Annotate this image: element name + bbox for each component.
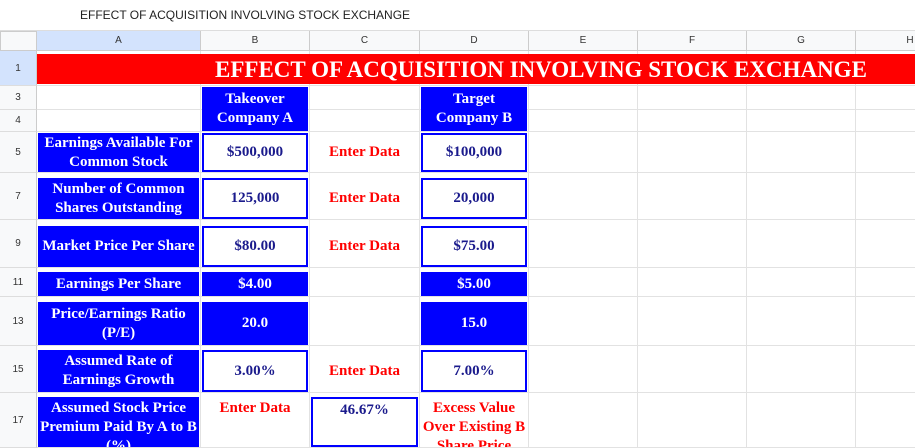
cell: 3.00%	[202, 350, 308, 392]
cell: $5.00	[421, 272, 527, 296]
cell: Takeover Company A	[202, 87, 308, 131]
cell: 125,000	[202, 178, 308, 219]
grid-line	[37, 267, 915, 268]
grid-line	[37, 392, 915, 393]
banner-title: EFFECT OF ACQUISITION INVOLVING STOCK EX…	[215, 56, 867, 82]
window-title: EFFECT OF ACQUISITION INVOLVING STOCK EX…	[80, 8, 411, 22]
column-header[interactable]: F	[638, 31, 747, 51]
row-header[interactable]: 5	[0, 132, 37, 173]
column-header[interactable]: E	[529, 31, 638, 51]
cell: Target Company B	[421, 87, 527, 131]
column-header[interactable]: C	[310, 31, 420, 51]
row-header[interactable]: 3	[0, 86, 37, 110]
cell: $500,000	[202, 133, 308, 172]
row-header[interactable]: 15	[0, 346, 37, 393]
row-header[interactable]: 11	[0, 268, 37, 297]
cell: Price/Earnings Ratio (P/E)	[38, 302, 199, 345]
cell: Earnings Available For Common Stock	[38, 133, 199, 172]
grid-line	[855, 51, 856, 448]
cell: Enter Data	[329, 144, 400, 160]
cell: Market Price Per Share	[38, 226, 199, 267]
row-header[interactable]: 1	[0, 51, 37, 86]
grid-line	[37, 131, 915, 132]
cell: Enter Data	[329, 190, 400, 206]
column-header[interactable]: G	[747, 31, 856, 51]
cell: Enter Data	[329, 238, 400, 254]
cell: 20.0	[202, 302, 308, 345]
row-header[interactable]: 13	[0, 297, 37, 346]
grid-line	[37, 296, 915, 297]
cell: 7.00%	[421, 350, 527, 392]
column-header[interactable]: H	[856, 31, 915, 51]
grid-line	[37, 172, 915, 173]
column-header[interactable]: A	[37, 31, 201, 51]
row-header[interactable]: 17	[0, 393, 37, 448]
cell: 46.67%	[311, 397, 418, 447]
row-header[interactable]: 9	[0, 220, 37, 268]
grid-line	[37, 345, 915, 346]
cell: Number of Common Shares Outstanding	[38, 178, 199, 219]
grid-line	[200, 51, 201, 448]
cell: $80.00	[202, 226, 308, 267]
grid-line	[37, 85, 915, 86]
grid-line	[528, 51, 529, 448]
cell: Excess Value Over Existing B Share Price	[422, 400, 526, 447]
title-bar: EFFECT OF ACQUISITION INVOLVING STOCK EX…	[0, 0, 915, 31]
cell: 15.0	[421, 302, 527, 345]
cell: $4.00	[202, 272, 308, 296]
cell: Assumed Stock Price Premium Paid By A to…	[38, 397, 199, 447]
cell: Earnings Per Share	[38, 272, 199, 296]
cell: $100,000	[421, 133, 527, 172]
column-header[interactable]: B	[201, 31, 310, 51]
grid-line	[37, 219, 915, 220]
cell: Enter Data	[329, 362, 400, 379]
cell: Enter Data	[219, 400, 291, 416]
row-header[interactable]: 4	[0, 110, 37, 132]
grid-line	[309, 51, 310, 448]
corner-header[interactable]	[0, 31, 37, 51]
grid-line	[419, 51, 420, 448]
grid-line	[637, 51, 638, 448]
cell: 20,000	[421, 178, 527, 219]
cell: Assumed Rate of Earnings Growth	[38, 350, 199, 392]
cell: $75.00	[421, 226, 527, 267]
banner-fill	[37, 54, 915, 84]
column-header[interactable]: D	[420, 31, 529, 51]
row-header[interactable]: 7	[0, 173, 37, 220]
grid-line	[746, 51, 747, 448]
